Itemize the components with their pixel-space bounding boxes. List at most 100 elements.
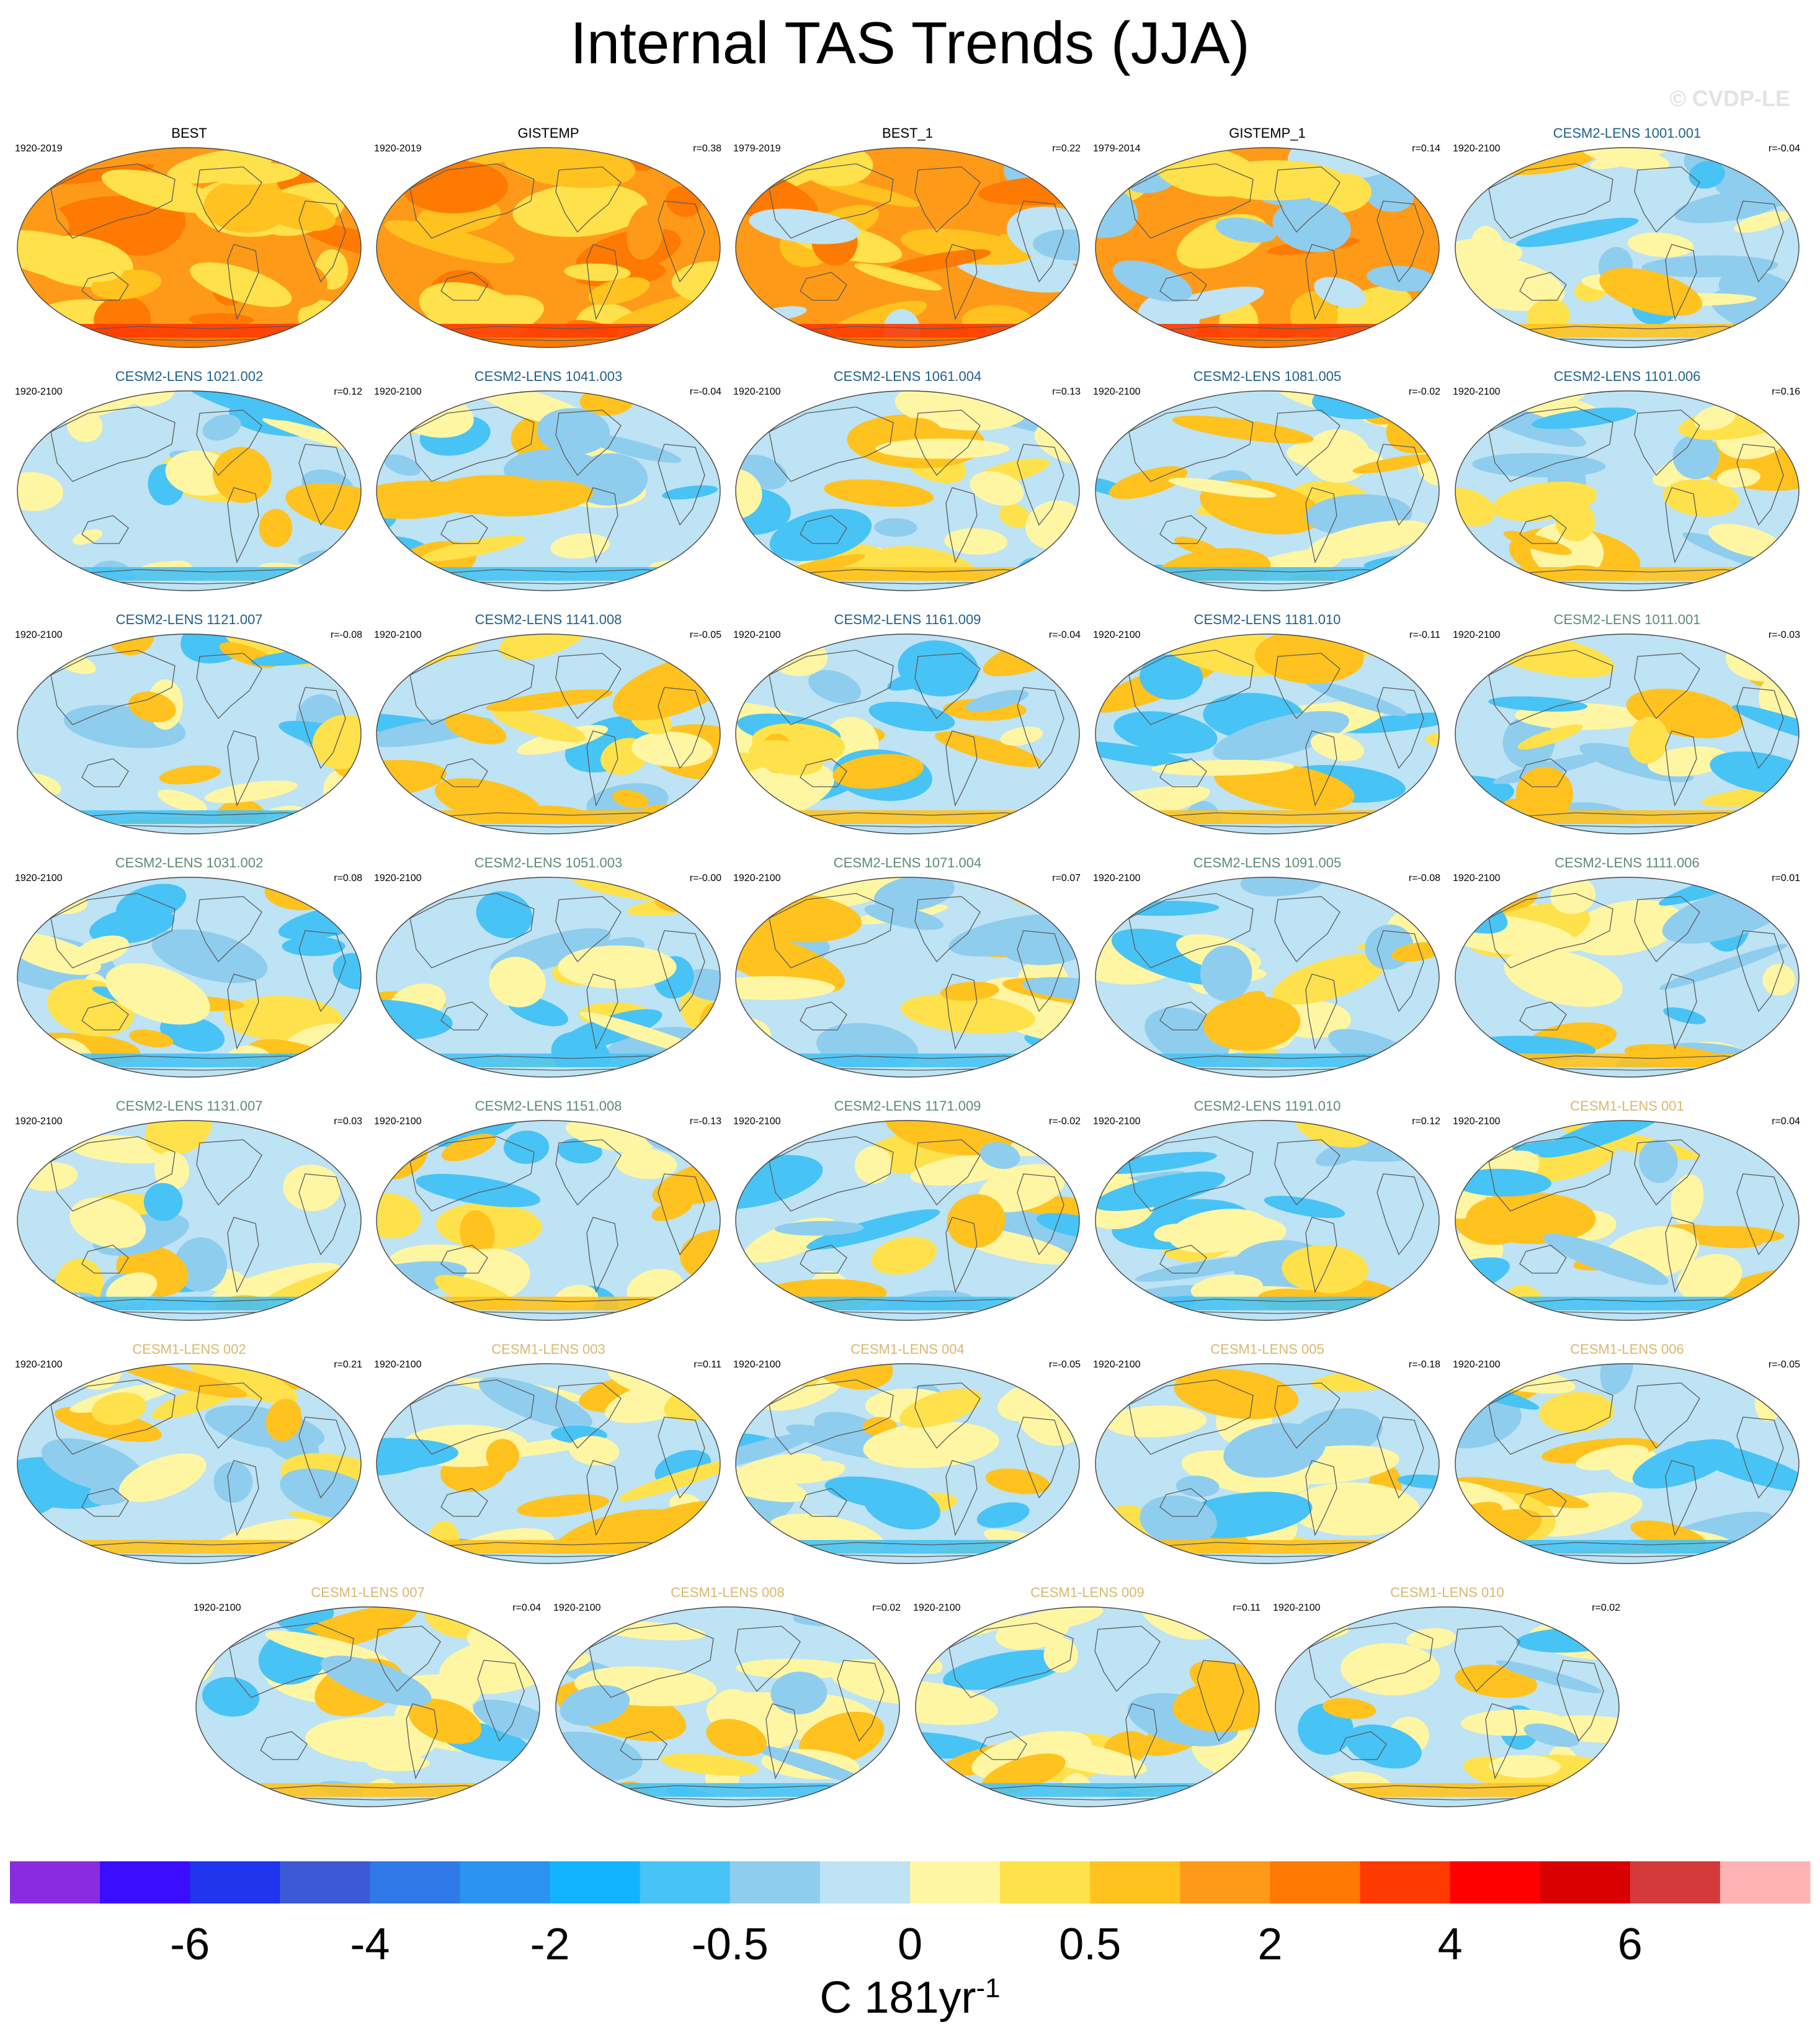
trend-field: [1455, 877, 1799, 1077]
map-border: [1455, 147, 1800, 348]
units-label: C 181yr: [819, 1973, 976, 2023]
panel-period: 1920-2100: [374, 1116, 422, 1127]
panel-period: 1920-2100: [15, 873, 63, 884]
coastline: [409, 1379, 705, 1557]
panel-title: GISTEMP: [517, 125, 579, 141]
panel-period: 1920-2100: [1273, 1603, 1321, 1613]
map-panel: CESM1-LENS 005 1920-2100 r=-0.18: [1093, 1341, 1440, 1564]
map-border: [1095, 390, 1440, 591]
map-panel: CESM1-LENS 008 1920-2100 r=0.02: [553, 1585, 901, 1807]
map-panel: CESM2-LENS 1111.006 1920-2100 r=0.01: [1453, 855, 1800, 1078]
colorbar-swatch: [1720, 1861, 1811, 1904]
trend-field: [377, 148, 720, 347]
map-panel: CESM2-LENS 1091.005 1920-2100 r=-0.08: [1093, 855, 1440, 1078]
trend-field: [377, 877, 720, 1077]
panel-title: CESM1-LENS 001: [1570, 1098, 1684, 1114]
trend-field: [556, 1607, 899, 1807]
colorbar-swatch: [190, 1861, 280, 1904]
map-panel: GISTEMP 1920-2019 r=0.38: [374, 125, 721, 348]
panel-correlation: r=0.13: [1052, 387, 1081, 397]
map-border: [915, 1606, 1260, 1807]
trend-field: [1095, 877, 1439, 1077]
coastline: [769, 406, 1064, 584]
map-panel: CESM2-LENS 1001.001 1920-2100 r=-0.04: [1453, 125, 1800, 348]
map-border: [1275, 1606, 1620, 1807]
colorbar-swatch: [1450, 1861, 1541, 1904]
panel-period: 1920-2100: [1453, 630, 1501, 640]
trend-field: [17, 391, 361, 591]
panel-correlation: r=-0.08: [1409, 873, 1440, 884]
colorbar-swatch: [910, 1861, 1001, 1904]
trend-field: [736, 634, 1079, 834]
trend-field: [736, 1364, 1079, 1564]
trend-field: [1095, 1121, 1439, 1320]
map-border: [195, 1606, 540, 1807]
map-border: [17, 147, 362, 348]
map-panel: CESM2-LENS 1061.004 1920-2100 r=0.13: [733, 369, 1081, 591]
panel-period: 1920-2100: [553, 1603, 601, 1613]
panel-period: 1920-2100: [15, 1359, 63, 1370]
colorbar-swatch: [1090, 1861, 1180, 1904]
coastline: [50, 650, 346, 828]
panel-correlation: r=0.08: [334, 873, 362, 884]
panel-period: 1920-2100: [1093, 1116, 1141, 1127]
panel-period: 1920-2100: [733, 873, 781, 884]
panel-correlation: r=-0.05: [1049, 1359, 1081, 1370]
trend-field: [1095, 634, 1439, 834]
trend-field: [736, 1121, 1079, 1320]
map-border: [1455, 1120, 1800, 1321]
trend-field: [736, 877, 1079, 1077]
map-panels: BEST 1920-2019 GISTEMP 1920-2019 r=0.38 BEST_…: [15, 125, 1800, 1807]
panel-period: 1920-2100: [1093, 873, 1141, 884]
colorbar-swatch: [1630, 1861, 1721, 1904]
panel-title: CESM2-LENS 1111.006: [1555, 855, 1700, 870]
map-border: [735, 390, 1080, 591]
panel-period: 1920-2100: [374, 630, 422, 640]
watermark: © CVDP-LE: [1669, 86, 1790, 111]
map-panel: CESM1-LENS 003 1920-2100 r=0.11: [374, 1341, 721, 1564]
panel-correlation: r=-0.04: [690, 387, 721, 397]
trend-field: [377, 1364, 720, 1564]
map-border: [376, 390, 721, 591]
units-superscript: -1: [976, 1973, 1001, 2003]
map-border: [1455, 633, 1800, 834]
map-panel: CESM2-LENS 1041.003 1920-2100 r=-0.04: [374, 369, 721, 591]
panel-period: 1920-2100: [913, 1603, 961, 1613]
panel-title: CESM1-LENS 006: [1570, 1341, 1684, 1357]
panel-period: 1979-2019: [733, 143, 781, 154]
panel-period: 1920-2100: [733, 630, 781, 640]
colorbar-swatch: [460, 1861, 551, 1904]
map-panel: CESM2-LENS 1151.008 1920-2100 r=-0.13: [374, 1098, 721, 1321]
map-panel: GISTEMP_1 1979-2014 r=0.14: [1093, 125, 1440, 348]
panel-period: 1920-2100: [374, 387, 422, 397]
panel-title: CESM1-LENS 007: [311, 1585, 424, 1600]
map-border: [376, 147, 721, 348]
coastline: [1308, 1622, 1604, 1801]
map-border: [735, 1363, 1080, 1564]
panel-period: 1920-2100: [733, 1116, 781, 1127]
map-panel: CESM2-LENS 1131.007 1920-2100 r=0.03: [15, 1098, 362, 1321]
trend-field: [1455, 1121, 1799, 1320]
map-border: [1455, 390, 1800, 591]
map-panel: CESM1-LENS 006 1920-2100 r=-0.05: [1453, 1341, 1800, 1564]
panel-correlation: r=-0.08: [331, 630, 362, 640]
map-panel: CESM2-LENS 1191.010 1920-2100 r=0.12: [1093, 1098, 1440, 1321]
panel-period: 1920-2019: [15, 143, 63, 154]
trend-field: [736, 391, 1079, 591]
map-border: [376, 1363, 721, 1564]
trend-field: [1095, 1364, 1439, 1564]
map-panel: CESM1-LENS 010 1920-2100 r=0.02: [1273, 1585, 1620, 1807]
panel-title: CESM2-LENS 1121.007: [116, 612, 263, 627]
map-panel: CESM2-LENS 1171.009 1920-2100 r=-0.02: [733, 1098, 1081, 1321]
panel-correlation: r=-0.02: [1409, 387, 1440, 397]
map-panel: CESM1-LENS 002 1920-2100 r=0.21: [15, 1341, 362, 1564]
panel-correlation: r=-0.18: [1409, 1359, 1440, 1370]
map-border: [1095, 1120, 1440, 1321]
panel-correlation: r=0.22: [1052, 143, 1081, 154]
panel-period: 1920-2100: [194, 1603, 241, 1613]
panel-period: 1920-2100: [1453, 873, 1501, 884]
panel-period: 1920-2100: [15, 1116, 63, 1127]
panel-title: BEST_1: [882, 125, 933, 141]
map-border: [1095, 633, 1440, 834]
panel-title: CESM1-LENS 005: [1210, 1341, 1324, 1357]
